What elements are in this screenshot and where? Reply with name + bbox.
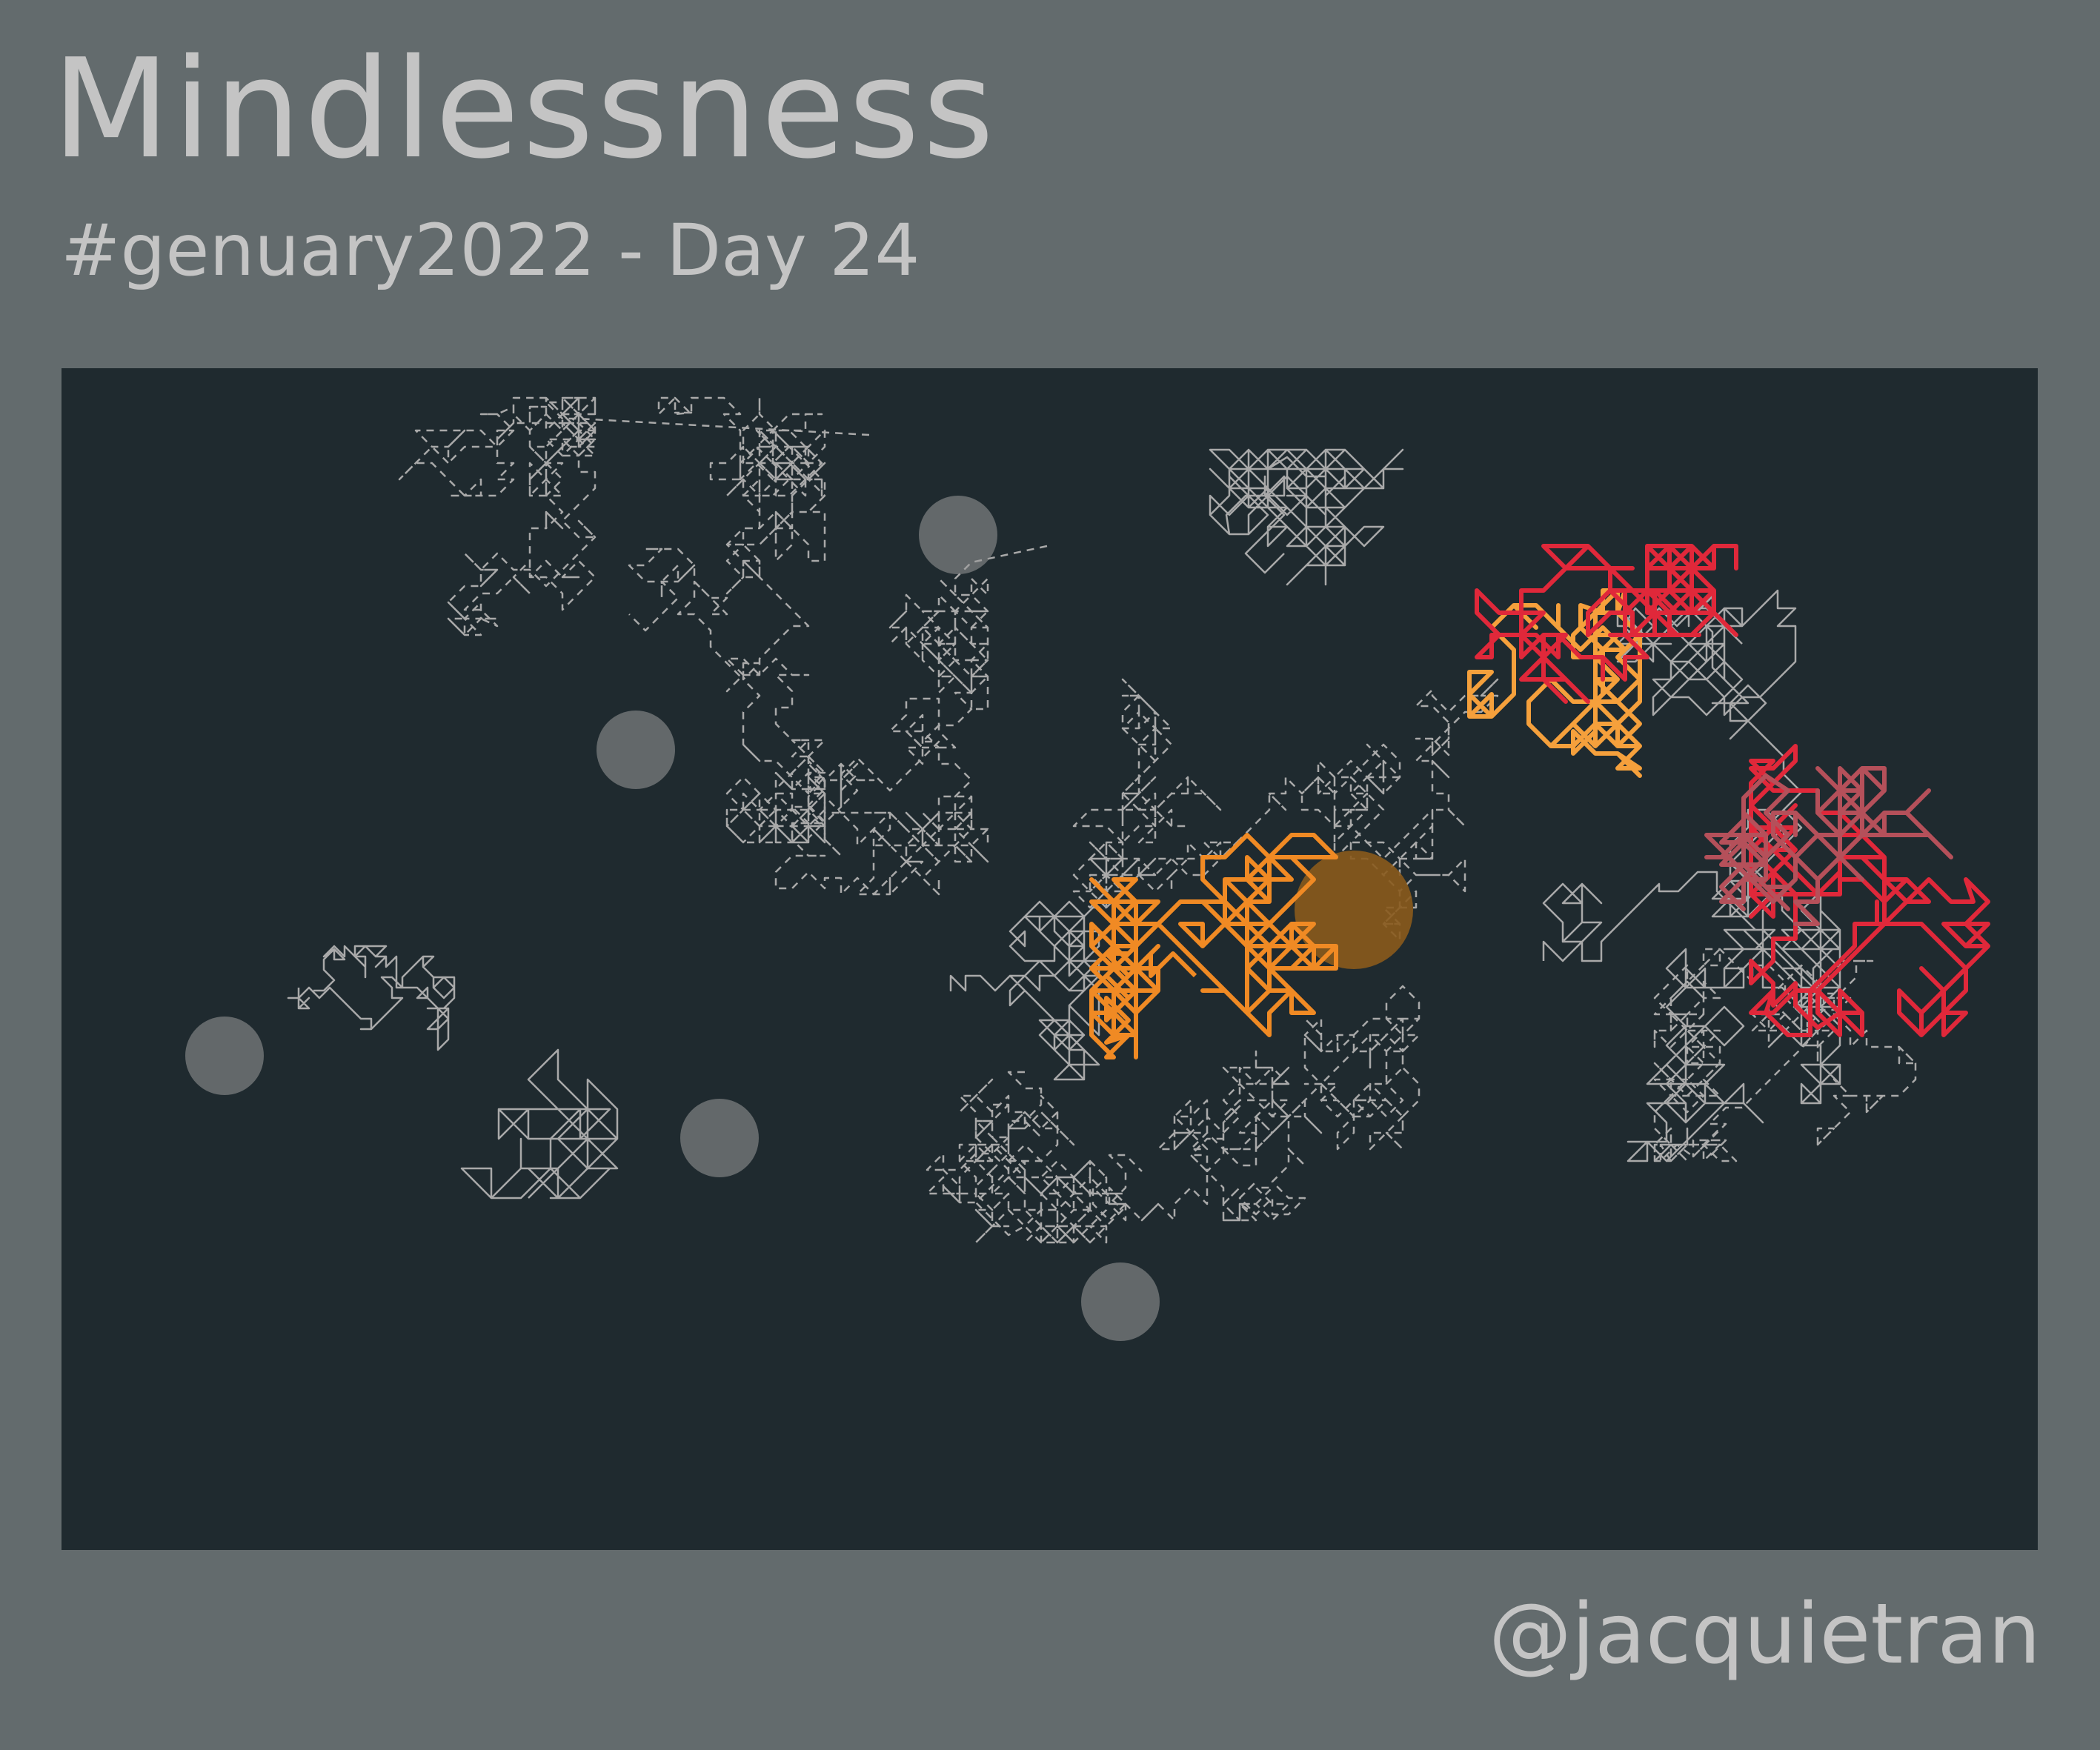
random-walk-plot (185, 396, 1990, 1341)
dashed-walk-path-1 (398, 396, 870, 636)
artwork-title: Mindlessness (52, 29, 997, 189)
orange-walk-path (1089, 833, 1338, 1059)
dim-circle-3 (680, 1099, 759, 1177)
dashed-walk-path-5 (926, 1071, 1124, 1244)
dashed-walk-path-0 (628, 396, 826, 844)
solid-walk-path-5 (1616, 589, 1803, 918)
artwork-subtitle: #genuary2022 - Day 24 (61, 209, 920, 292)
author-handle: @jacquietran (1488, 1586, 2041, 1683)
dim-circle-4 (1081, 1262, 1160, 1341)
dim-circle-0 (185, 1017, 264, 1095)
solid-walk-path-0 (287, 945, 456, 1051)
solid-walk-path-1 (460, 1048, 619, 1200)
dim-circle-1 (597, 711, 675, 789)
solid-walk-path-3 (1209, 448, 1404, 586)
dim-circle-2 (919, 496, 997, 574)
rose-walk-path (1704, 766, 1953, 926)
highlight-circle (1295, 851, 1413, 969)
solid-walk-path-4 (1542, 871, 1841, 1162)
dashed-walk-path-2 (774, 545, 1048, 896)
orange-light-walk-path (1467, 588, 1642, 778)
artwork-canvas (62, 368, 2038, 1550)
solid-walk-path-2 (949, 900, 1100, 1081)
red-walk-path (1475, 544, 1738, 704)
dashed-walk-path-4 (1091, 985, 1421, 1222)
